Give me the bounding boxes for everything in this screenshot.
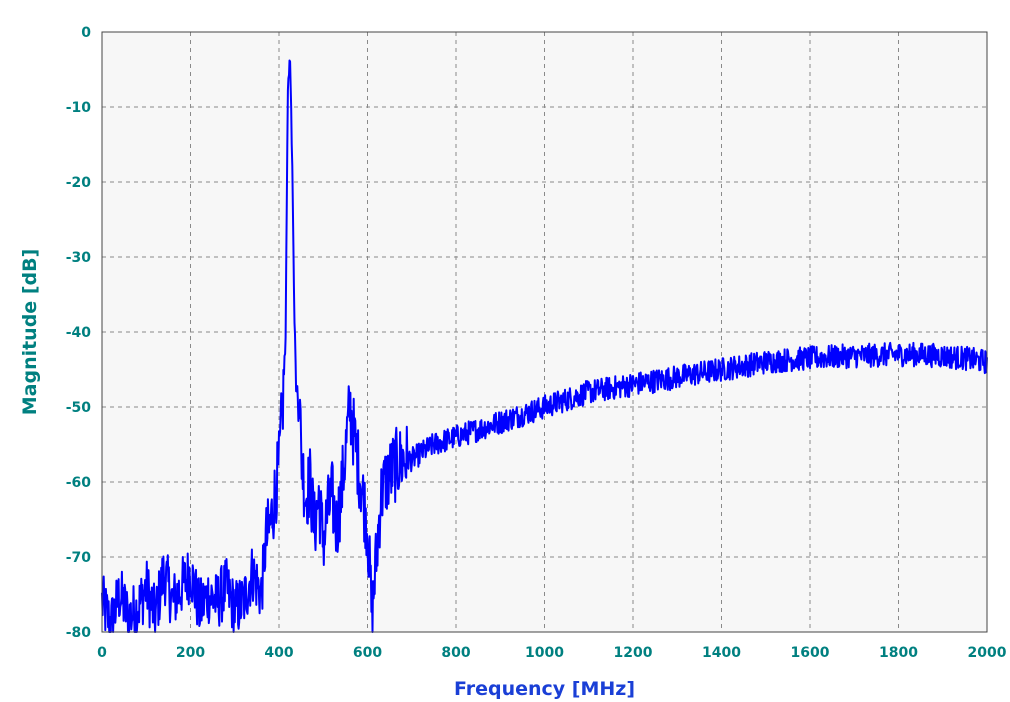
y-tick-label: -70 [66,550,92,566]
y-tick-label: -60 [66,475,92,491]
x-tick-label: 1800 [879,645,918,661]
y-tick-label: -80 [66,625,92,641]
x-tick-label: 1000 [525,645,564,661]
y-tick-labels: 0 -10 -20 -30 -40 -50 -60 -70 -80 [66,25,92,641]
x-tick-label: 600 [353,645,382,661]
x-tick-label: 1200 [614,645,653,661]
y-tick-label: -50 [66,400,92,416]
x-tick-label: 1400 [702,645,741,661]
y-tick-label: -10 [66,100,92,116]
x-tick-labels: 0 200 400 600 800 1000 1200 1400 1600 1800 2000 [97,645,1007,661]
grid-lines [102,32,987,632]
x-tick-label: 2000 [968,645,1007,661]
spectrum-series-line [101,59,988,633]
y-tick-label: -20 [66,175,92,191]
x-tick-label: 400 [264,645,293,661]
y-tick-label: -30 [66,250,92,266]
series-group [101,59,988,633]
y-tick-label: 0 [81,25,91,41]
x-tick-label: 800 [441,645,470,661]
x-tick-label: 200 [176,645,205,661]
y-axis-title: Magnitude [dB] [19,249,41,416]
x-tick-label: 1600 [791,645,830,661]
x-tick-label: 0 [97,645,107,661]
y-tick-label: -40 [66,325,92,341]
plot-border [101,31,988,633]
x-axis-title: Frequency [MHz] [454,678,635,700]
